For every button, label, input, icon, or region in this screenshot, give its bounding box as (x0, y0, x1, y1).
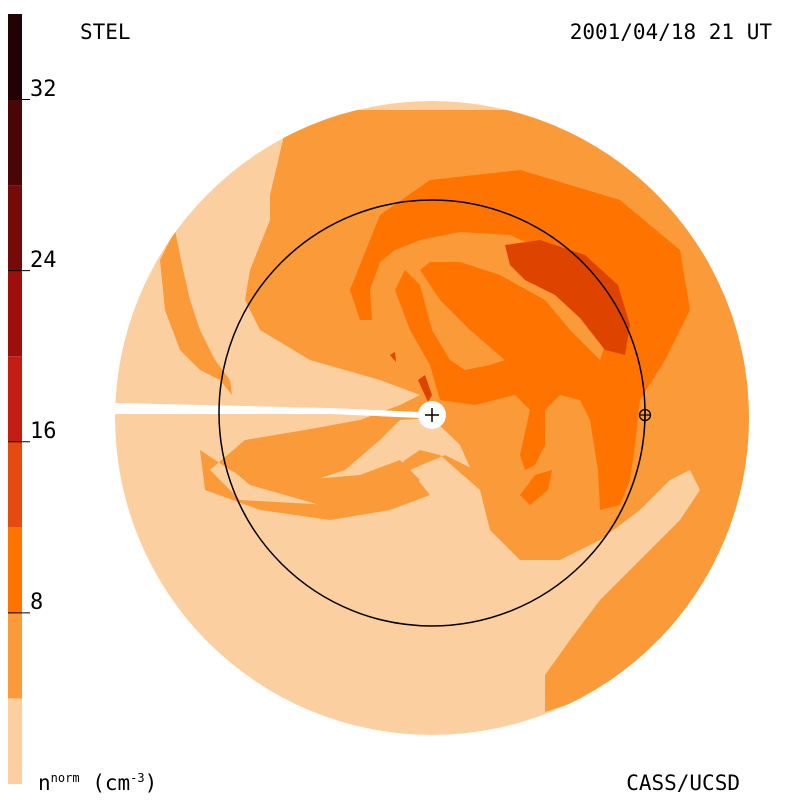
colorbar-tick-label-16: 16 (30, 418, 57, 444)
density-level-2 (350, 170, 690, 510)
quantity-symbol: n (38, 771, 51, 795)
density-level-3-spot (418, 375, 432, 402)
density-level-2-small (520, 470, 552, 505)
density-level-1-arm (160, 230, 232, 395)
colorbar-level-3 (8, 441, 22, 528)
sun-marker (418, 401, 446, 429)
unit-close: ) (144, 771, 158, 795)
colorbar-tick-label-8: 8 (30, 589, 44, 615)
earth-marker (638, 408, 652, 422)
unit-text: (cm (92, 771, 131, 795)
unit-exponent: -3 (130, 771, 145, 785)
density-level-3 (505, 240, 630, 355)
colorbar-level-6 (8, 185, 22, 271)
colorbar-level-8 (8, 14, 22, 100)
colorbar-tick-label-24: 24 (30, 247, 57, 273)
colorbar-level-5 (8, 270, 22, 357)
colorbar-level-1 (8, 612, 22, 699)
quantity-superscript: norm (50, 771, 80, 785)
credit-label: CASS/UCSD (626, 771, 740, 795)
timestamp-label: 2001/04/18 21 UT (569, 20, 772, 44)
density-level-1-lower (220, 460, 420, 505)
data-gap-streak (115, 403, 420, 418)
instrument-label: STEL (80, 20, 131, 44)
colorbar (8, 14, 30, 784)
colorbar-unit-label: nnorm (cm-3) (38, 772, 157, 794)
colorbar-tick-label-32: 32 (30, 76, 57, 102)
colorbar-level-4 (8, 356, 22, 442)
colorbar-level-2 (8, 527, 22, 613)
colorbar-level-0 (8, 698, 22, 784)
colorbar-level-7 (8, 99, 22, 186)
density-level-3-spot-2 (390, 352, 396, 362)
